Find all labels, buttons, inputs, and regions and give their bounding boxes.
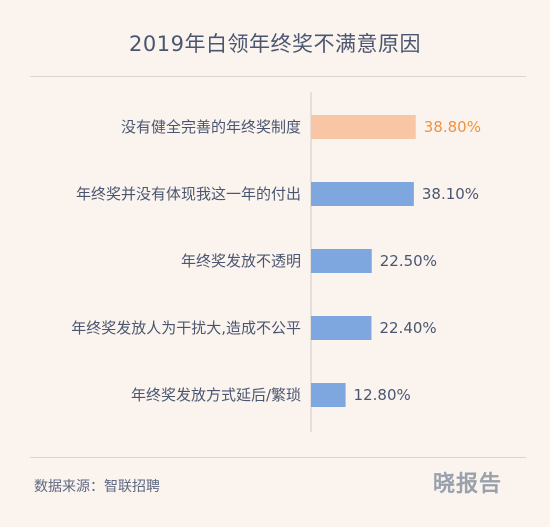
- value-label: 12.80%: [354, 386, 411, 404]
- category-label: 年终奖发放不透明: [181, 252, 301, 270]
- value-label: 22.40%: [379, 319, 436, 337]
- bar: [311, 115, 416, 139]
- bar: [311, 316, 372, 340]
- value-label: 22.50%: [380, 252, 437, 270]
- value-label: 38.10%: [422, 185, 479, 203]
- top-divider: [30, 76, 526, 77]
- category-label: 没有健全完善的年终奖制度: [121, 118, 301, 136]
- category-label: 年终奖发放人为干扰大,造成不公平: [71, 319, 301, 337]
- brand-logo: 晓报告: [433, 472, 503, 497]
- chart-title: 2019年白领年终奖不满意原因: [129, 32, 421, 56]
- bar: [311, 249, 372, 273]
- bar: [311, 383, 346, 407]
- category-label: 年终奖发放方式延后/繁琐: [131, 386, 301, 404]
- value-label: 38.80%: [424, 118, 481, 136]
- bar: [311, 182, 414, 206]
- data-source: 数据来源：智联招聘: [34, 479, 160, 495]
- category-label: 年终奖并没有体现我这一年的付出: [76, 185, 301, 203]
- bottom-divider: [30, 457, 526, 458]
